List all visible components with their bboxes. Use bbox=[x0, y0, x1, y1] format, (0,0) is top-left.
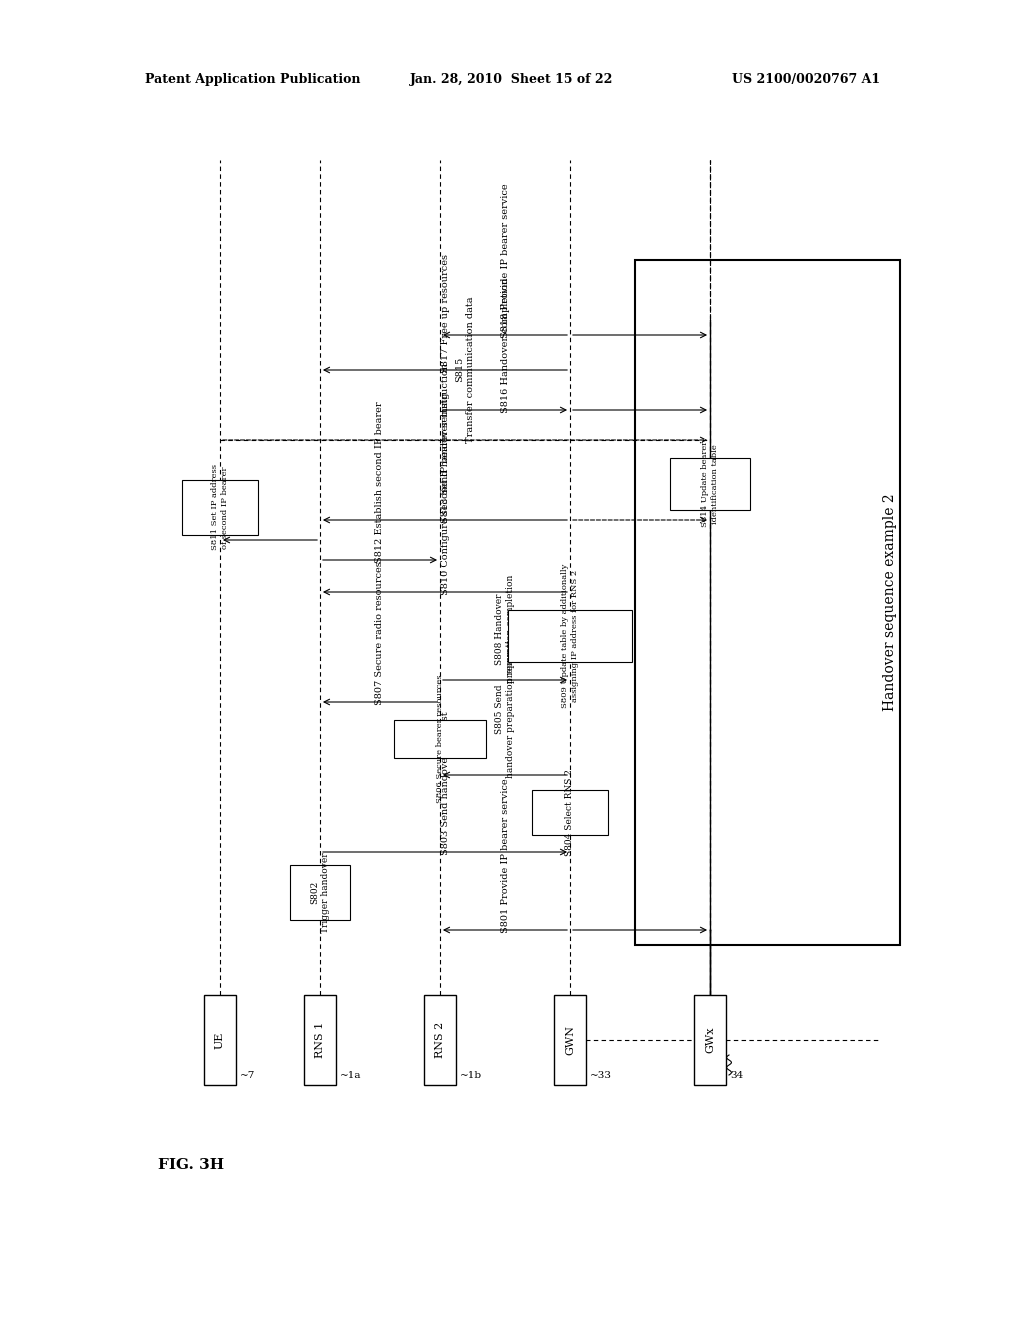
Text: Patent Application Publication: Patent Application Publication bbox=[145, 74, 360, 87]
Text: 34: 34 bbox=[730, 1071, 743, 1080]
Text: S807 Secure radio resources: S807 Secure radio resources bbox=[376, 561, 384, 705]
Bar bbox=[204, 995, 236, 1085]
Bar bbox=[554, 995, 586, 1085]
Text: S818 Provide IP bearer service: S818 Provide IP bearer service bbox=[501, 183, 510, 338]
Text: S811 Set IP address
of second IP bearer: S811 Set IP address of second IP bearer bbox=[211, 465, 228, 550]
Text: Jan. 28, 2010  Sheet 15 of 22: Jan. 28, 2010 Sheet 15 of 22 bbox=[411, 74, 613, 87]
Text: S808 Handover
preparation completion: S808 Handover preparation completion bbox=[496, 574, 515, 682]
Text: ~7: ~7 bbox=[240, 1071, 255, 1080]
Bar bbox=[304, 995, 336, 1085]
Bar bbox=[532, 789, 608, 836]
Bar bbox=[508, 610, 632, 663]
Text: S806 Secure bearer resources: S806 Secure bearer resources bbox=[436, 675, 444, 804]
Text: S803 Send handover request: S803 Send handover request bbox=[440, 711, 450, 855]
Bar bbox=[670, 458, 750, 510]
Text: RNS 1: RNS 1 bbox=[315, 1022, 325, 1059]
Bar bbox=[694, 995, 726, 1085]
Text: S812 Establish second IP bearer: S812 Establish second IP bearer bbox=[376, 401, 384, 564]
Text: FIG. 3H: FIG. 3H bbox=[158, 1158, 224, 1172]
Text: Handover sequence example 2: Handover sequence example 2 bbox=[883, 494, 897, 711]
Text: S816 Handover completion: S816 Handover completion bbox=[501, 277, 510, 413]
Text: ~33: ~33 bbox=[590, 1071, 612, 1080]
Text: S815
Transfer communication data: S815 Transfer communication data bbox=[456, 297, 475, 444]
Text: S804 Select RNS 2: S804 Select RNS 2 bbox=[565, 770, 574, 855]
Text: GWN: GWN bbox=[565, 1026, 575, 1055]
Text: ~1b: ~1b bbox=[460, 1071, 482, 1080]
Text: RNS 2: RNS 2 bbox=[435, 1022, 445, 1059]
Text: S805 Send
handover preparation request: S805 Send handover preparation request bbox=[496, 639, 515, 777]
Text: S813 Send handover instruction: S813 Send handover instruction bbox=[440, 363, 450, 523]
Bar bbox=[182, 480, 258, 535]
Bar bbox=[424, 995, 456, 1085]
Text: S810 Configure second IP bearer setting: S810 Configure second IP bearer setting bbox=[440, 392, 450, 595]
Text: US 2100/0020767 A1: US 2100/0020767 A1 bbox=[732, 74, 880, 87]
Text: GWx: GWx bbox=[705, 1027, 715, 1053]
Text: ~1a: ~1a bbox=[340, 1071, 361, 1080]
Text: UE: UE bbox=[215, 1031, 225, 1048]
Bar bbox=[394, 719, 486, 758]
Bar bbox=[290, 865, 350, 920]
Text: S809 Update table by additionally
assigning IP address for RNS 2: S809 Update table by additionally assign… bbox=[561, 564, 579, 709]
Bar bbox=[635, 260, 900, 945]
Text: S817 Free up resources: S817 Free up resources bbox=[440, 253, 450, 374]
Text: S814 Update bearer
identification table: S814 Update bearer identification table bbox=[701, 441, 719, 527]
Text: S802
Trigger handover: S802 Trigger handover bbox=[310, 853, 330, 933]
Text: S801 Provide IP bearer service: S801 Provide IP bearer service bbox=[501, 779, 510, 933]
